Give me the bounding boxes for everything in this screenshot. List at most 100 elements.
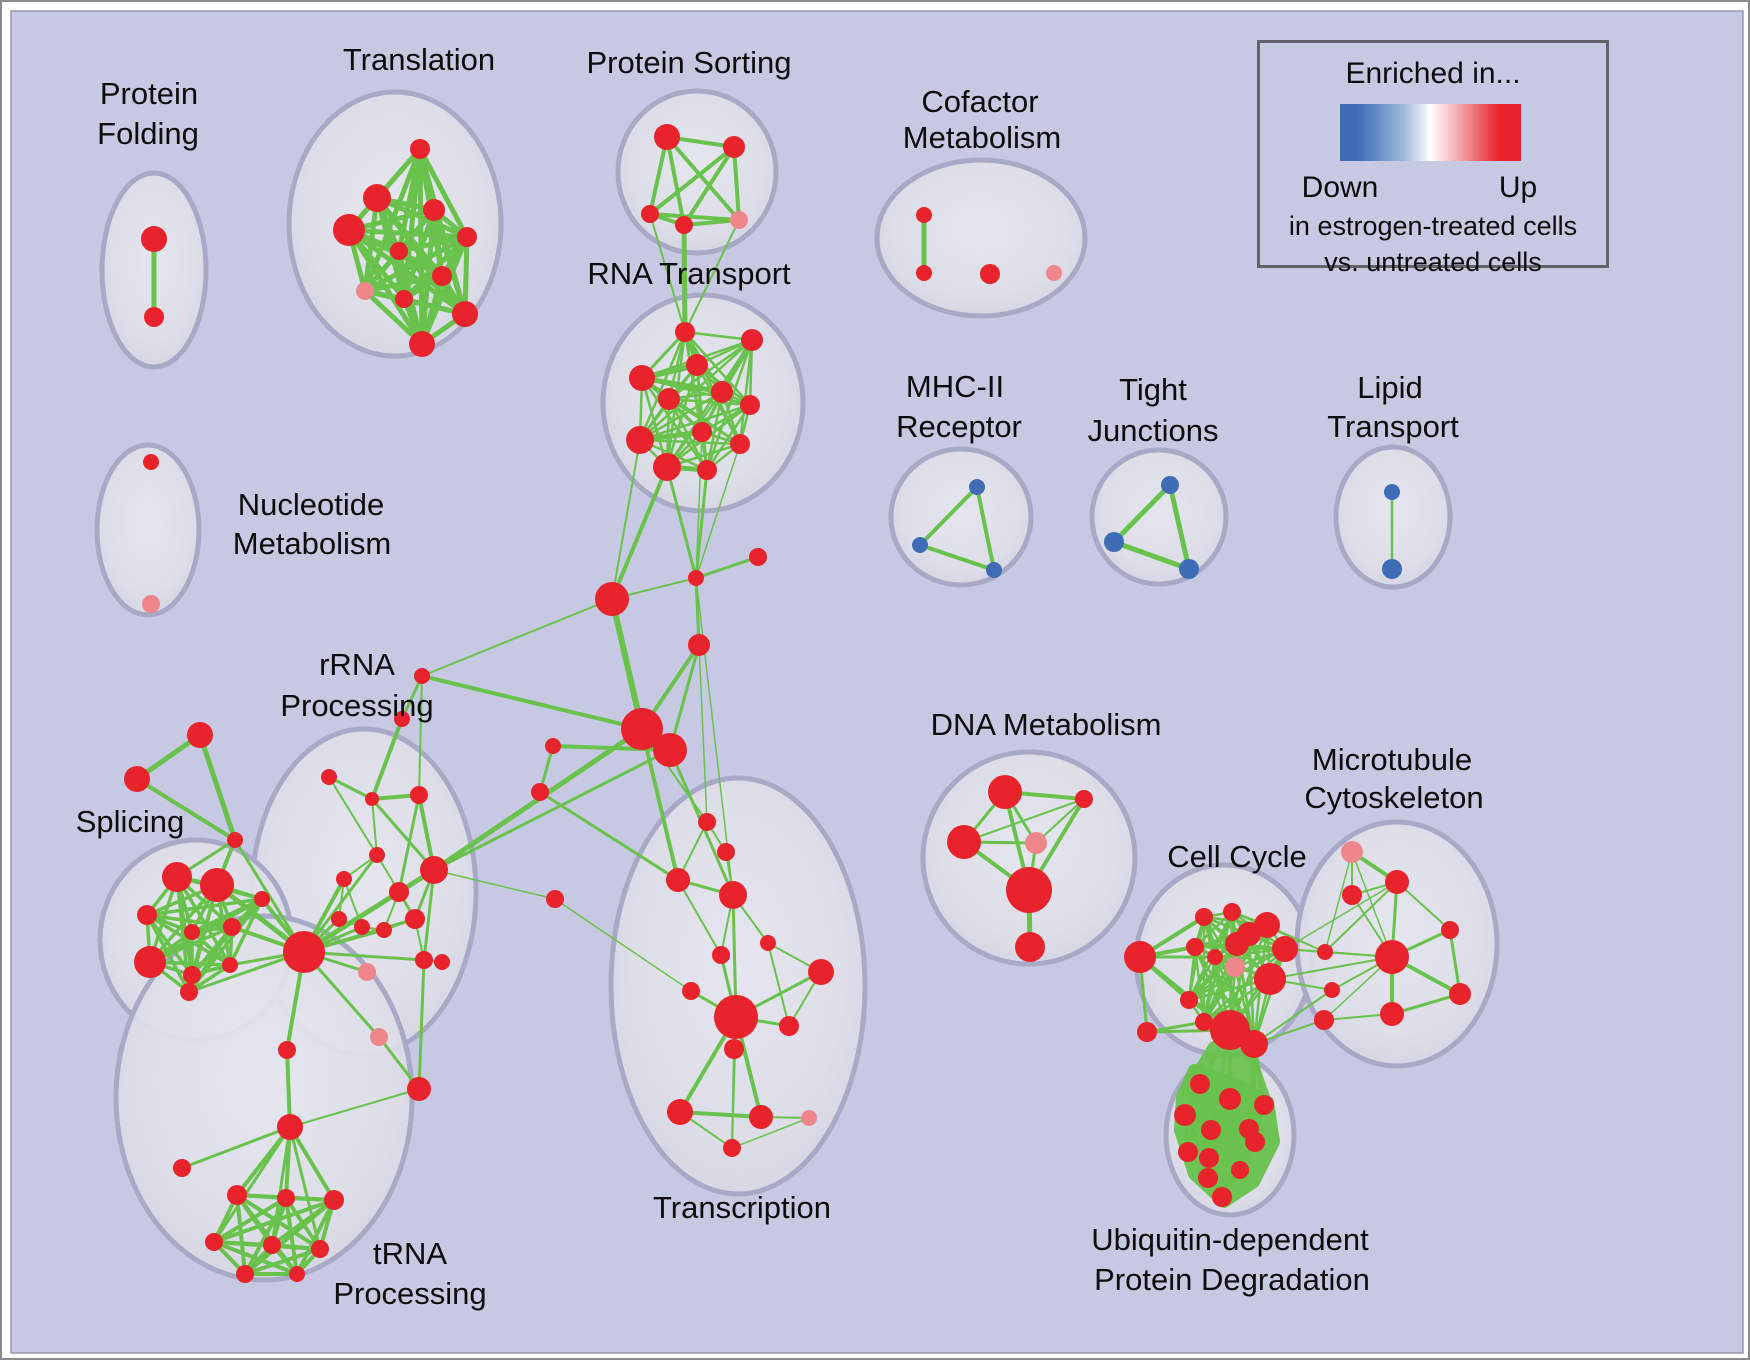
node-t5 bbox=[390, 242, 408, 260]
edge-rn5-rn8 bbox=[638, 390, 724, 442]
node-d2 bbox=[1075, 790, 1093, 808]
cluster-label-protein-folding-line2: Folding bbox=[97, 116, 199, 151]
edge-p2-p3 bbox=[648, 145, 736, 216]
node-mtHub bbox=[1375, 940, 1409, 974]
legend-gradient-bar bbox=[1340, 104, 1521, 161]
node-d5 bbox=[1006, 867, 1052, 913]
node-l2 bbox=[1382, 559, 1402, 579]
node-rr3 bbox=[410, 786, 428, 804]
legend-up-label: Up bbox=[1498, 171, 1538, 204]
edge-p4-p5 bbox=[682, 218, 741, 227]
node-o1 bbox=[414, 668, 430, 684]
node-ch4 bbox=[688, 634, 710, 656]
node-c1 bbox=[916, 207, 932, 223]
node-rr9 bbox=[354, 919, 370, 935]
edge-rr7-b3 bbox=[433, 869, 556, 900]
node-s2 bbox=[124, 766, 150, 792]
node-tj3 bbox=[1179, 559, 1199, 579]
cluster-label-dna-metabolism-line1: DNA Metabolism bbox=[931, 707, 1162, 742]
edge-tc3-tc8 bbox=[295, 1198, 336, 1276]
cluster-hull-cofactor-metabolism bbox=[874, 157, 1088, 319]
node-tc2 bbox=[277, 1189, 295, 1207]
node-rr11 bbox=[405, 909, 425, 929]
node-u2 bbox=[1219, 1088, 1241, 1110]
node-rn3 bbox=[686, 354, 708, 376]
node-sp6 bbox=[254, 891, 270, 907]
legend: Enriched in... Down Up in estrogen-treat… bbox=[1257, 40, 1609, 277]
node-pf1 bbox=[141, 226, 167, 252]
node-sp8 bbox=[183, 966, 201, 984]
edge-sp4-sp9 bbox=[190, 930, 232, 967]
cluster-label-tight-junctions-line2: Junctions bbox=[1088, 413, 1219, 448]
node-xHub bbox=[714, 995, 758, 1039]
node-mt5 bbox=[1449, 983, 1471, 1005]
node-rrPink bbox=[358, 963, 376, 981]
node-x6 bbox=[712, 946, 730, 964]
edge-t2-t6 bbox=[374, 195, 470, 240]
node-t4 bbox=[333, 214, 365, 246]
node-tj2 bbox=[1104, 532, 1124, 552]
node-c3 bbox=[980, 264, 1000, 284]
node-p4 bbox=[675, 216, 693, 234]
edge-o1-ch3 bbox=[421, 598, 613, 677]
node-m2 bbox=[912, 537, 928, 553]
node-rn8 bbox=[626, 426, 654, 454]
node-tc5 bbox=[263, 1236, 281, 1254]
edge-x5-x9 bbox=[767, 942, 790, 1027]
node-cc12 bbox=[1180, 991, 1198, 1009]
node-cc8 bbox=[1225, 932, 1249, 956]
node-ch1 bbox=[749, 548, 767, 566]
cluster-label-protein-sorting-line1: Protein Sorting bbox=[586, 45, 791, 80]
node-x3 bbox=[666, 868, 690, 892]
node-rr5 bbox=[336, 871, 352, 887]
node-ch5 bbox=[621, 708, 663, 750]
node-n2 bbox=[142, 595, 160, 613]
edge-u7-u9 bbox=[1186, 1140, 1257, 1154]
node-sp2 bbox=[200, 868, 234, 902]
edge-b2-x3 bbox=[538, 790, 680, 882]
node-rn9 bbox=[692, 422, 712, 442]
node-mtPink bbox=[1341, 841, 1363, 863]
cluster-label-microtubule-cytoskeleton-line1: Microtubule bbox=[1312, 742, 1472, 777]
node-p2 bbox=[723, 136, 745, 158]
cluster-hull-nucleotide-metabolism bbox=[94, 442, 202, 618]
edge-ch2-x1 bbox=[695, 577, 708, 823]
edge-t6-t9 bbox=[401, 234, 470, 302]
edge-x10-x14 bbox=[731, 1048, 735, 1149]
node-c2 bbox=[916, 265, 932, 281]
node-tc4 bbox=[205, 1233, 223, 1251]
edge-p4-rn1 bbox=[681, 222, 688, 335]
edge-tc6-tc7 bbox=[243, 1247, 322, 1276]
edge-rn8-rn10 bbox=[638, 438, 742, 446]
node-u8 bbox=[1199, 1148, 1219, 1168]
edge-rr1-rr4 bbox=[328, 776, 378, 856]
node-rrPink2 bbox=[370, 1028, 388, 1046]
node-rr6 bbox=[389, 882, 409, 902]
cluster-label-splicing-line1: Splicing bbox=[76, 804, 185, 839]
node-p5 bbox=[730, 211, 748, 229]
edge-t7-t8 bbox=[362, 273, 445, 294]
edge-rn12-ch2 bbox=[694, 468, 709, 580]
edge-u3-u4 bbox=[1183, 1103, 1266, 1117]
edge-b3-x8 bbox=[554, 898, 692, 992]
edge-sp6-sp9 bbox=[228, 897, 264, 967]
node-sp5 bbox=[223, 918, 241, 936]
edge-rn4-rn7 bbox=[640, 376, 752, 407]
edge-u6-u10 bbox=[1206, 1127, 1251, 1180]
node-tj1 bbox=[1161, 476, 1179, 494]
node-d1 bbox=[988, 775, 1022, 809]
edge-ch5-o1 bbox=[420, 674, 644, 731]
edge-rr7-rr2 bbox=[370, 797, 436, 872]
edge-p3-rn1 bbox=[649, 213, 686, 333]
node-sp9 bbox=[222, 957, 238, 973]
cluster-label-transcription-line1: Transcription bbox=[653, 1190, 831, 1225]
edge-ch6-rr7 bbox=[432, 748, 672, 872]
edge-p3-p5 bbox=[648, 212, 741, 222]
node-t7 bbox=[432, 266, 452, 286]
edge-rn4-rn12 bbox=[640, 376, 709, 472]
edge-p1-p4 bbox=[665, 135, 686, 227]
node-bn3 bbox=[1314, 1010, 1334, 1030]
node-c4 bbox=[1046, 265, 1062, 281]
edge-p1-p5 bbox=[665, 135, 741, 222]
cluster-label-translation-line1: Translation bbox=[343, 42, 495, 77]
